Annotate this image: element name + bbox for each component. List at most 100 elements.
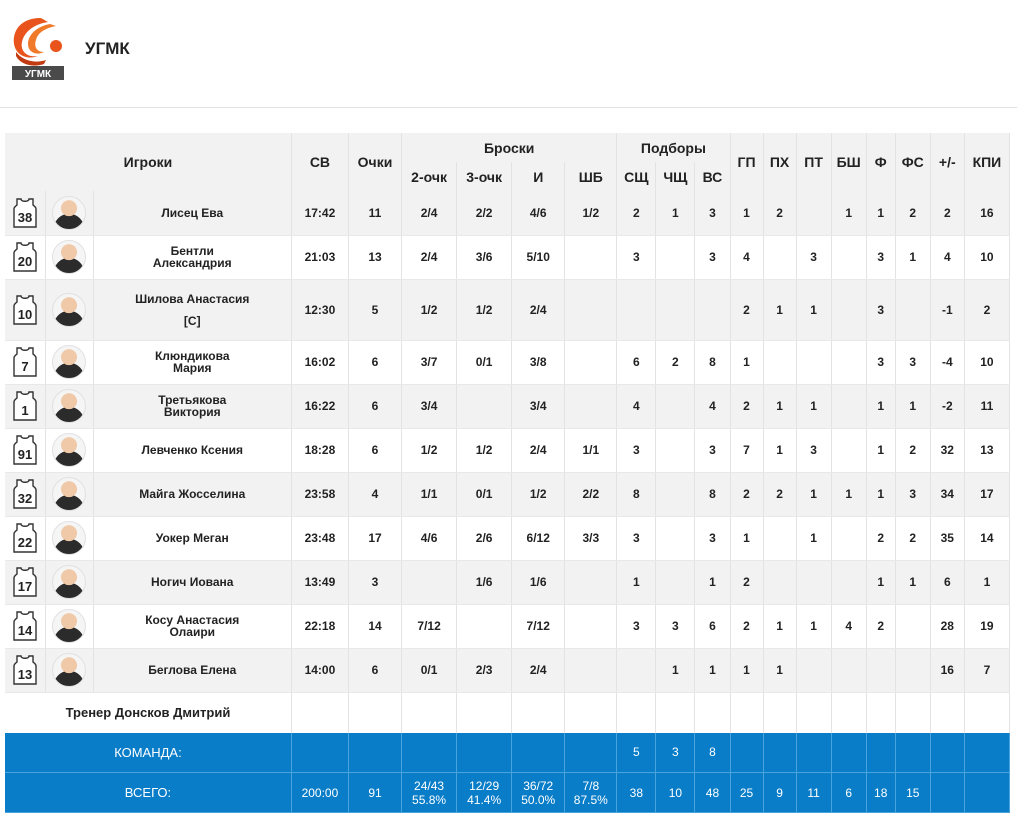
player-photo[interactable]: [52, 195, 87, 230]
empty-cell: [456, 732, 513, 773]
header-f[interactable]: Ф: [866, 133, 896, 191]
jersey-icon: 10: [13, 294, 37, 325]
empty-cell: [348, 732, 403, 773]
header-players[interactable]: Игроки: [5, 133, 292, 191]
player-photo[interactable]: [52, 653, 87, 687]
jersey-number: 20: [18, 254, 32, 269]
table-row[interactable]: 10 Шилова Анастасия [C] 12:30 5 1/2 1/2 2/4 2 1 1 3…: [5, 279, 1011, 341]
table-row[interactable]: 20 Бентли Александрия 21:03 13 2/4 3/6 5/10 3 3 4 3…: [5, 235, 1011, 280]
table-row[interactable]: 17 Ногич Иована 13:49 3 1/6 1/6 1 1 2 1 1 6 1: [5, 560, 1011, 605]
player-photo[interactable]: [52, 609, 87, 643]
header-bsh[interactable]: БШ: [831, 133, 867, 191]
player-name[interactable]: Клюндикова Мария: [93, 340, 292, 385]
table-row[interactable]: 38 Лисец Ева 17:42 11 2/4 2/2 4/6 1/2 2 1 3 1 2 1 1 2 2 1…: [5, 191, 1011, 236]
header-vs[interactable]: ВС: [694, 162, 731, 191]
jersey-number: 1: [21, 403, 28, 418]
stat-bsh: [831, 340, 867, 385]
jersey-cell: 10: [5, 279, 46, 341]
player-photo[interactable]: [52, 389, 87, 423]
player-name[interactable]: Уокер Меган: [93, 516, 292, 561]
table-row[interactable]: 14 Косу Анастасия Олаири 22:18 14 7/12 7/12 3 3 6…: [5, 604, 1011, 649]
player-photo[interactable]: [52, 433, 87, 467]
player-name[interactable]: Левченко Ксения: [93, 428, 292, 473]
empty-cell: [895, 692, 931, 733]
table-row[interactable]: 91 Левченко Ксения 18:28 6 1/2 1/2 2/4 1/1 3 3 7 1 3…: [5, 428, 1011, 473]
empty-cell: [763, 692, 797, 733]
table-row[interactable]: 7 Клюндикова Мария 16:02 6 3/7 0/1 3/8 6 2 8 1 3 3 -4 1…: [5, 340, 1011, 385]
stat-three: 0/1: [456, 472, 513, 517]
stat-gp: 1: [730, 648, 764, 693]
player-photo[interactable]: [52, 345, 87, 379]
stat-three: 2/6: [456, 516, 513, 561]
team-logo[interactable]: УГМК: [10, 14, 66, 82]
stat-gp: 7: [730, 428, 764, 473]
player-name[interactable]: Беглова Елена: [93, 648, 292, 693]
player-photo[interactable]: [52, 477, 87, 511]
header-three[interactable]: 3-очк: [456, 162, 513, 191]
table-row[interactable]: 22 Уокер Меган 23:48 17 4/6 2/6 6/12 3/3 3 3 1 1 2 2 3…: [5, 516, 1011, 561]
table-row[interactable]: 1 Третьякова Виктория 16:22 6 3/4 3/4 4 4 2 1 1 1 1 -2…: [5, 384, 1011, 429]
team-vs: 8: [694, 732, 731, 773]
stat-sb: [564, 384, 618, 429]
stat-chshch: [655, 384, 696, 429]
player-photo[interactable]: [52, 521, 87, 555]
header-i[interactable]: И: [511, 162, 566, 191]
stat-ph: 1: [763, 604, 797, 649]
stat-fs: 3: [895, 472, 931, 517]
player-photo-cell: [45, 428, 94, 473]
stat-i: 2/4: [511, 279, 566, 341]
stat-vs: 3: [694, 428, 731, 473]
stat-bsh: [831, 560, 867, 605]
header-fs[interactable]: ФС: [895, 133, 931, 191]
stat-sshch: [616, 279, 657, 341]
stat-pm: 4: [930, 235, 965, 280]
stat-kpi: 19: [964, 604, 1011, 649]
stat-pts: 5: [348, 279, 403, 341]
player-name[interactable]: Майга Жосселина: [93, 472, 292, 517]
empty-cell: [831, 732, 867, 773]
header-sv[interactable]: СВ: [291, 133, 349, 191]
stat-pts: 13: [348, 235, 403, 280]
stat-three: 3/6: [456, 235, 513, 280]
header-ph[interactable]: ПХ: [763, 133, 797, 191]
header-gp[interactable]: ГП: [730, 133, 764, 191]
stat-f: 1: [866, 384, 896, 429]
header-plus-minus[interactable]: +/-: [930, 133, 965, 191]
header-pt[interactable]: ПТ: [796, 133, 832, 191]
player-name[interactable]: Лисец Ева: [93, 191, 292, 236]
header-sshch[interactable]: СЩ: [616, 162, 657, 191]
player-photo[interactable]: [52, 292, 87, 327]
empty-cell: [866, 732, 896, 773]
player-name[interactable]: Шилова Анастасия [C]: [93, 279, 292, 341]
player-photo[interactable]: [52, 240, 87, 274]
stat-gp: 1: [730, 516, 764, 561]
table-row[interactable]: 13 Беглова Елена 14:00 6 0/1 2/3 2/4 1 1 1 1 16 7: [5, 648, 1011, 693]
jersey-cell: 7: [5, 340, 46, 385]
player-photo[interactable]: [52, 565, 87, 599]
player-name-line1: Левченко Ксения: [141, 443, 244, 457]
player-name[interactable]: Косу Анастасия Олаири: [93, 604, 292, 649]
header-kpi[interactable]: КПИ: [964, 133, 1011, 191]
stat-i: 2/4: [511, 428, 566, 473]
player-name[interactable]: Бентли Александрия: [93, 235, 292, 280]
stat-two: 3/7: [401, 340, 458, 385]
header-two[interactable]: 2-очк: [401, 162, 458, 191]
player-name-line2: Олаири: [169, 625, 216, 639]
player-name[interactable]: Ногич Иована: [93, 560, 292, 605]
header-chshch[interactable]: ЧЩ: [655, 162, 696, 191]
table-row[interactable]: 32 Майга Жосселина 23:58 4 1/1 0/1 1/2 2/2 8 8 2 2 1…: [5, 472, 1011, 517]
stat-three: 2/3: [456, 648, 513, 693]
stat-vs: 3: [694, 235, 731, 280]
stat-pts: 6: [348, 384, 403, 429]
stat-sv: 23:48: [291, 516, 349, 561]
total-i: 36/72 50.0%: [511, 772, 566, 813]
stat-sb: [564, 340, 618, 385]
captain-badge: [C]: [183, 313, 201, 328]
stat-sshch: [616, 648, 657, 693]
stat-sv: 17:42: [291, 191, 349, 236]
player-name[interactable]: Третьякова Виктория: [93, 384, 292, 429]
header-points[interactable]: Очки: [348, 133, 403, 191]
stat-sshch: 8: [616, 472, 657, 517]
header-sb[interactable]: ШБ: [564, 162, 618, 191]
stat-two: 1/1: [401, 472, 458, 517]
